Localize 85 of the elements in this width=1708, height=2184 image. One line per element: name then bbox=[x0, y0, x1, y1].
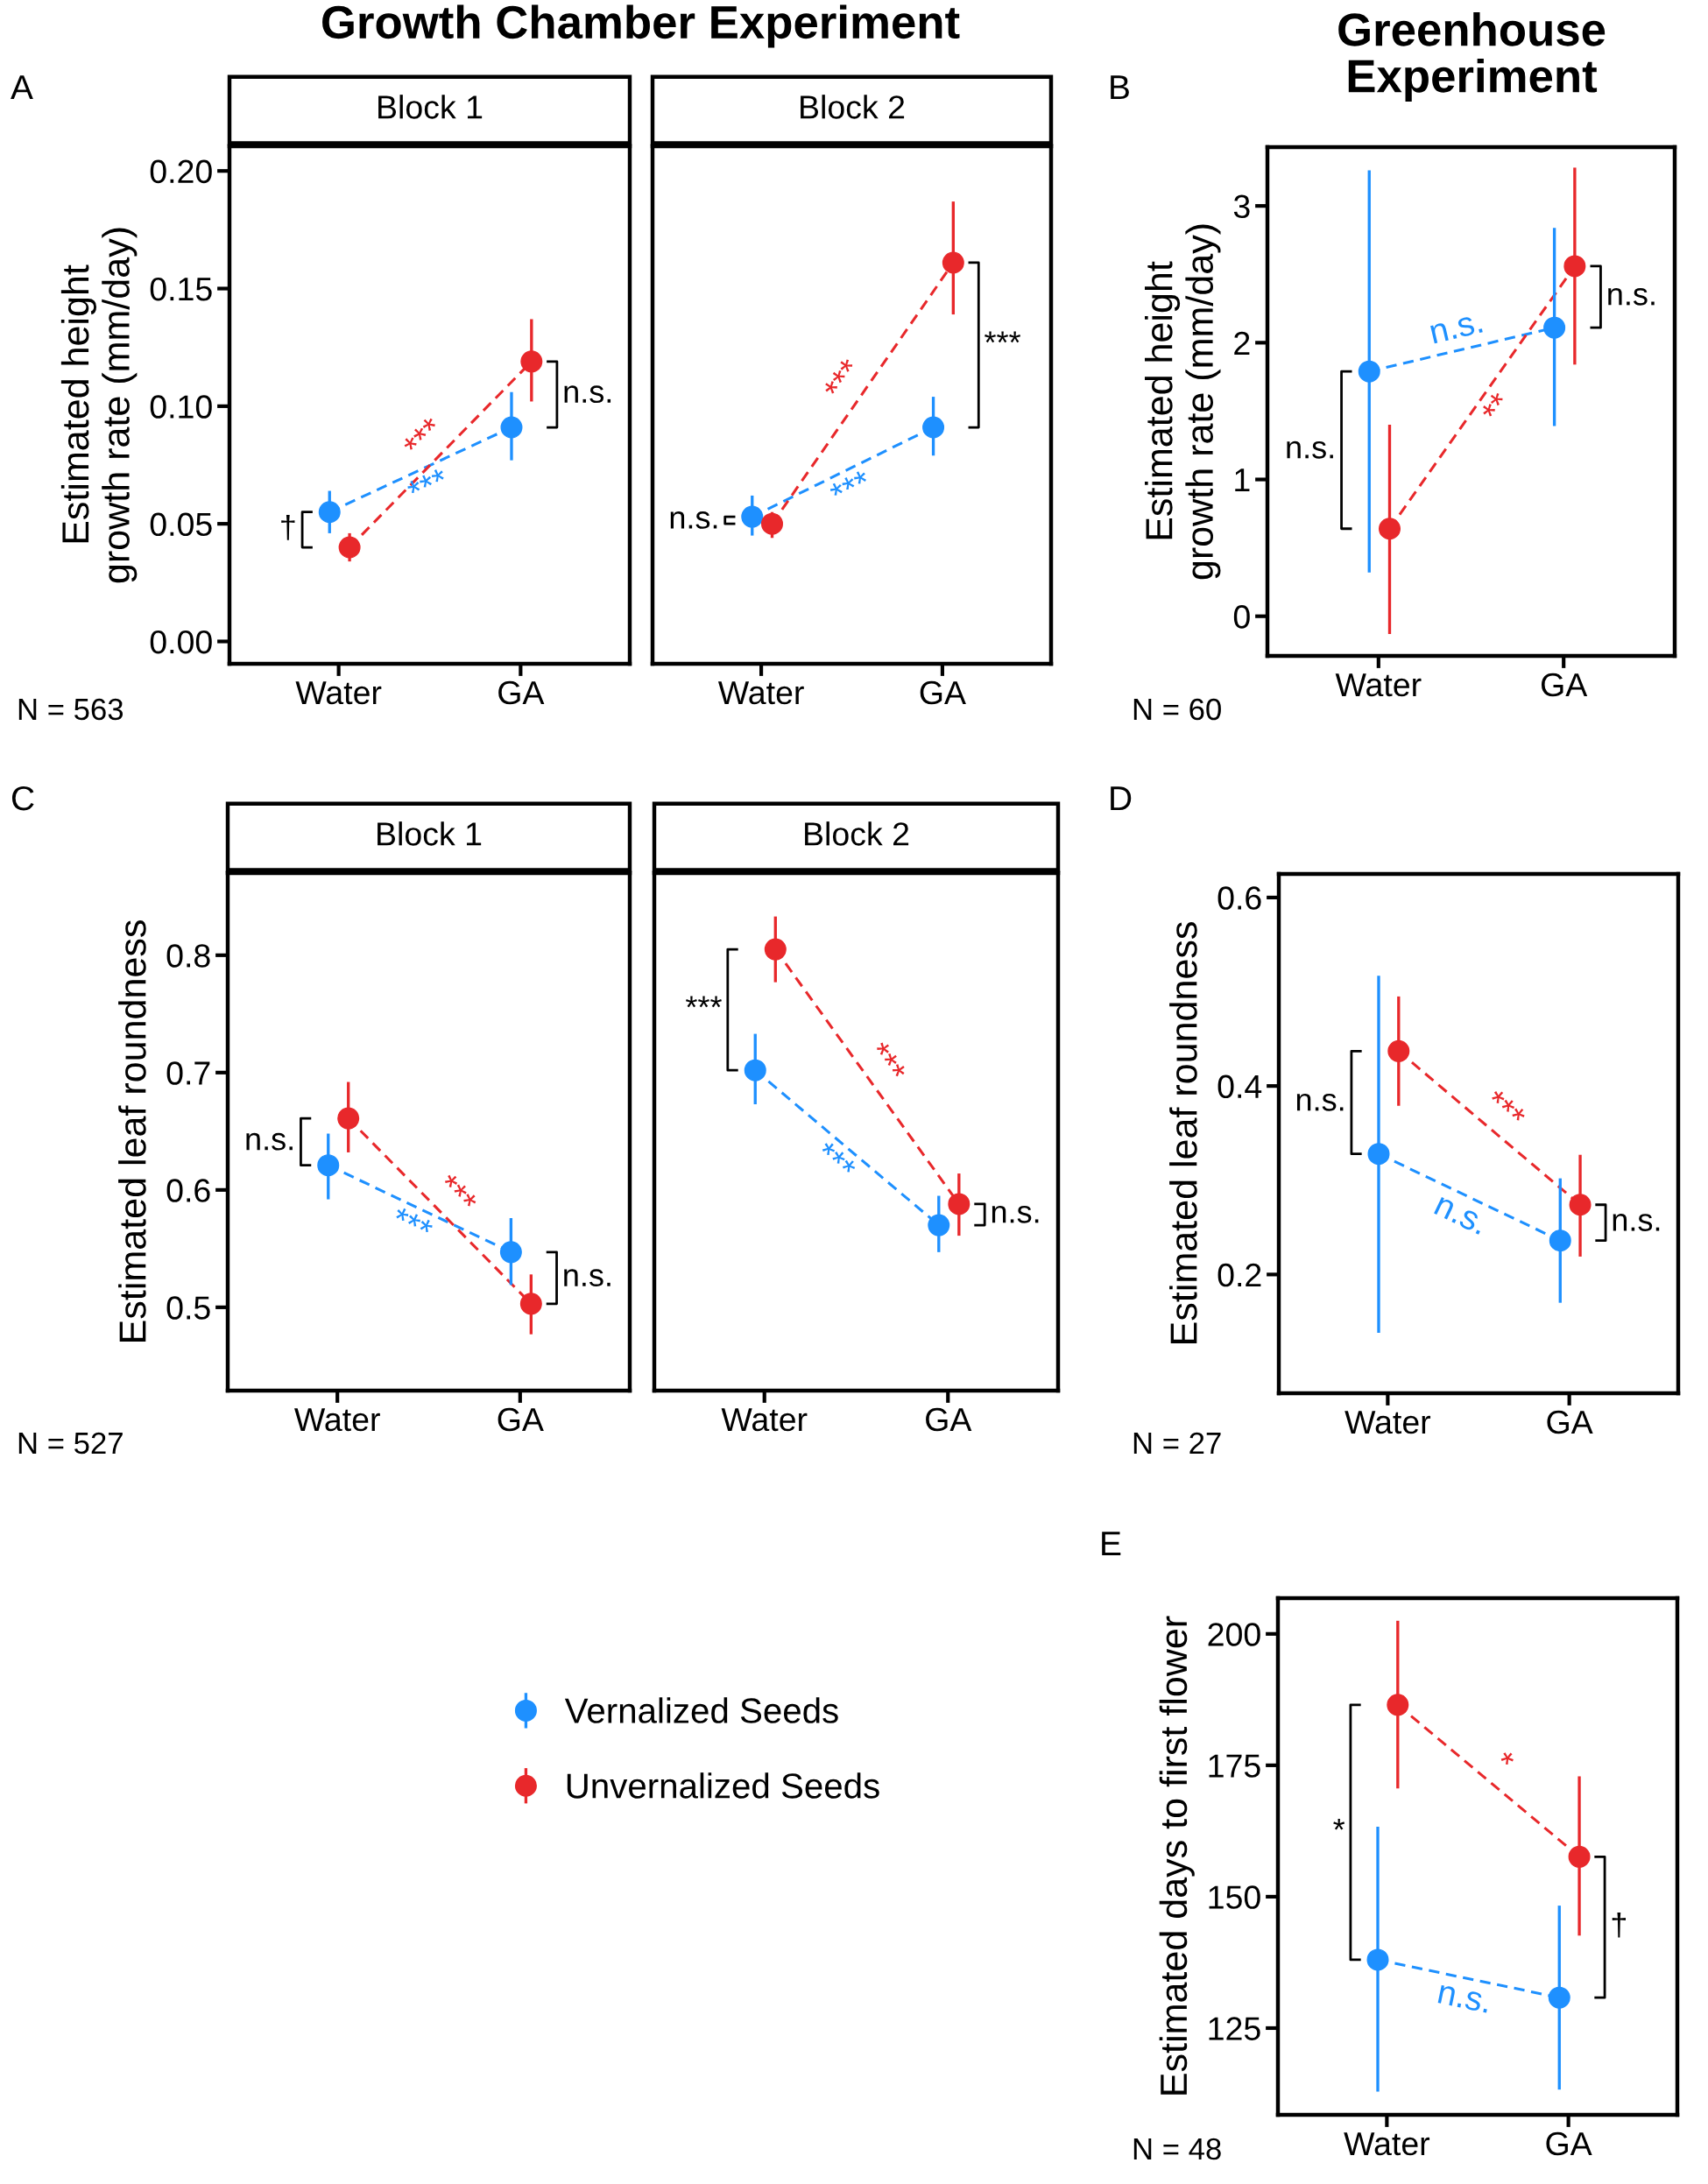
annotation: n.s. bbox=[1613, 1214, 1660, 1231]
y-axis-title: Estimated height growth rate (mm/day) bbox=[1145, 224, 1221, 580]
annotation: n.s. bbox=[1429, 314, 1483, 344]
annotation: n.s. bbox=[1296, 1093, 1344, 1111]
annotation: *** bbox=[822, 356, 855, 396]
text: N = 60 bbox=[1133, 698, 1221, 721]
annotation: *** bbox=[685, 996, 722, 1008]
annotation: n.s. bbox=[1287, 440, 1333, 459]
text: C bbox=[11, 786, 34, 811]
y-tick-label: 0.2 bbox=[1217, 1263, 1261, 1287]
y-tick-label: 200 bbox=[1208, 1623, 1260, 1646]
x-tick-label: Water bbox=[295, 681, 382, 705]
chart-title: Block 2 bbox=[801, 95, 905, 119]
text: B bbox=[1111, 75, 1129, 100]
annotation: n.s. bbox=[1433, 1196, 1487, 1236]
y-tick-label: 1 bbox=[1235, 469, 1250, 492]
annotation: n.s. bbox=[246, 1132, 293, 1151]
x-tick-label: GA bbox=[1546, 2131, 1592, 2156]
annotation: * bbox=[1499, 1749, 1516, 1767]
y-tick-label: 125 bbox=[1209, 2017, 1260, 2040]
y-tick-label: 2 bbox=[1234, 331, 1250, 355]
legend-label: Vernalized Seeds bbox=[564, 1697, 838, 1723]
x-tick-label: GA bbox=[1547, 1410, 1593, 1434]
annotation: *** bbox=[406, 467, 446, 495]
x-tick-label: Water bbox=[721, 1408, 808, 1432]
y-tick-label: 0.15 bbox=[150, 277, 212, 301]
annotation: * bbox=[1333, 1818, 1345, 1830]
y-tick-label: 0.6 bbox=[166, 1179, 210, 1202]
chart-title: Block 2 bbox=[805, 821, 909, 846]
x-tick-label: Water bbox=[717, 681, 804, 705]
annotation: *** bbox=[820, 1139, 858, 1174]
annotation: † bbox=[1612, 1912, 1626, 1938]
x-tick-label: GA bbox=[498, 680, 545, 705]
y-tick-label: 0.6 bbox=[1217, 886, 1261, 910]
x-tick-label: GA bbox=[498, 1407, 544, 1432]
x-tick-label: Water bbox=[1335, 673, 1422, 697]
annotation: *** bbox=[1490, 1088, 1528, 1123]
annotation: n.s. bbox=[1608, 287, 1655, 306]
y-tick-label: 0.20 bbox=[150, 159, 212, 184]
annotation: n.s. bbox=[670, 511, 717, 529]
y-tick-label: 3 bbox=[1233, 194, 1250, 219]
y-axis-title: Estimated leaf roundness bbox=[118, 920, 146, 1342]
text: E bbox=[1102, 1532, 1121, 1556]
legend-label: Unvernalized Seeds bbox=[567, 1772, 879, 1799]
x-tick-label: GA bbox=[926, 1407, 972, 1432]
y-tick-label: 175 bbox=[1209, 1754, 1260, 1778]
y-axis-title: Estimated height growth rate (mm/day) bbox=[60, 228, 138, 583]
x-tick-label: Water bbox=[1345, 1411, 1431, 1434]
annotation: n.s. bbox=[1437, 1984, 1491, 2013]
y-tick-label: 0.8 bbox=[166, 944, 210, 968]
x-tick-label: Water bbox=[1344, 2132, 1430, 2156]
chart-title: Block 1 bbox=[378, 95, 483, 119]
annotation: *** bbox=[828, 469, 869, 497]
annotation: ** bbox=[1479, 391, 1505, 419]
y-tick-label: 0 bbox=[1233, 605, 1250, 629]
chart-title: Block 1 bbox=[378, 821, 482, 846]
text: N = 48 bbox=[1133, 2138, 1221, 2160]
y-tick-label: 0.4 bbox=[1217, 1074, 1262, 1099]
x-tick-label: GA bbox=[1541, 673, 1588, 697]
annotation: *** bbox=[985, 331, 1021, 343]
y-axis-title: Estimated days to first flower bbox=[1159, 1616, 1195, 2095]
annotation: n.s. bbox=[564, 385, 611, 404]
annotation: *** bbox=[401, 415, 438, 452]
annotation: *** bbox=[394, 1206, 434, 1234]
text: N = 527 bbox=[18, 1432, 123, 1455]
text: N = 27 bbox=[1133, 1432, 1221, 1454]
text: D bbox=[1111, 786, 1132, 811]
y-tick-label: 0.5 bbox=[166, 1296, 210, 1320]
text: N = 563 bbox=[18, 698, 124, 721]
annotation: n.s. bbox=[564, 1269, 611, 1287]
y-tick-label: 0.10 bbox=[150, 395, 212, 419]
annotation: *** bbox=[875, 1039, 908, 1079]
text: A bbox=[11, 75, 33, 100]
annotation: † bbox=[281, 515, 295, 540]
annotation: *** bbox=[442, 1172, 479, 1208]
y-tick-label: 150 bbox=[1209, 1885, 1260, 1909]
y-axis-title: Estimated leaf roundness bbox=[1169, 922, 1197, 1343]
y-tick-label: 0.05 bbox=[150, 512, 212, 537]
text: Growth Chamber Experiment bbox=[322, 4, 960, 48]
y-tick-label: 0.00 bbox=[150, 630, 212, 654]
x-tick-label: Water bbox=[294, 1408, 380, 1432]
y-tick-label: 0.7 bbox=[166, 1061, 210, 1085]
x-tick-label: GA bbox=[920, 680, 966, 705]
annotation: n.s. bbox=[992, 1205, 1039, 1223]
text: Greenhouse Experiment bbox=[1338, 11, 1606, 102]
